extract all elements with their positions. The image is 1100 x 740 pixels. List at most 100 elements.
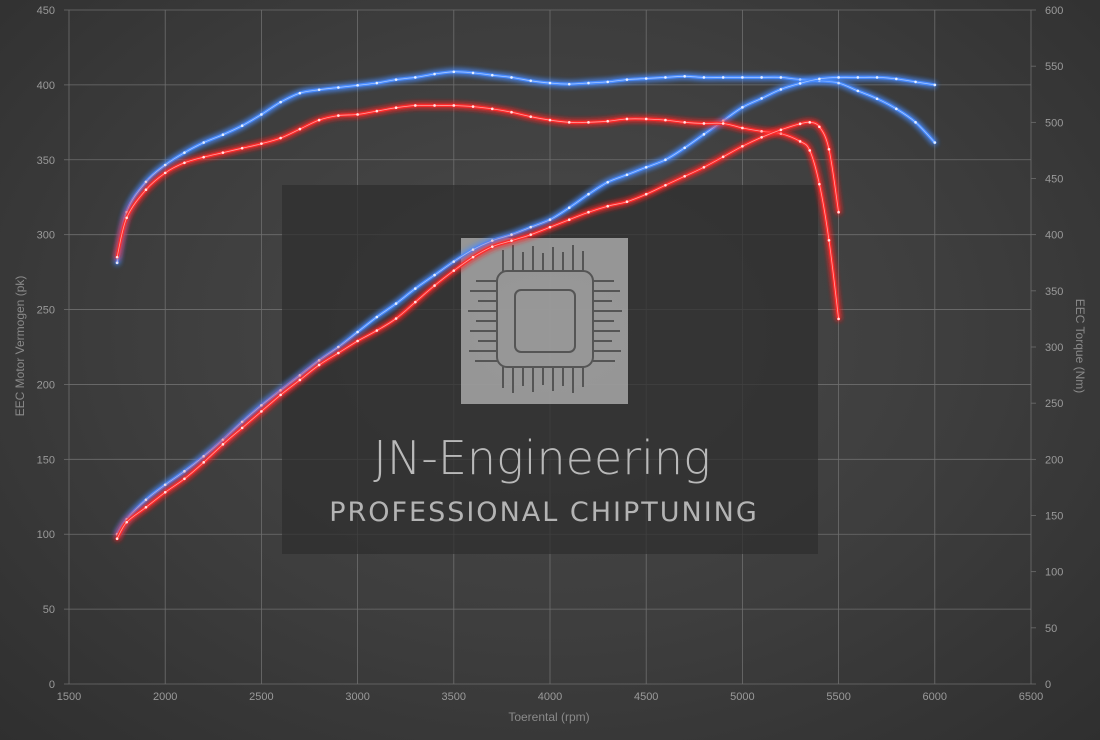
data-point — [933, 83, 937, 87]
data-point — [856, 89, 860, 93]
data-point — [202, 155, 205, 159]
y-left-tick-label: 100 — [37, 529, 55, 541]
data-point — [260, 113, 263, 116]
data-point — [317, 88, 321, 92]
y-right-tick-label: 50 — [1045, 623, 1057, 635]
data-point — [529, 115, 533, 119]
data-point — [298, 374, 302, 377]
axis-ticks: 1500 2000 2500 3000 3500 4000 4500 5000 5500 6000… — [37, 5, 1064, 703]
data-point — [337, 86, 340, 89]
y-right-tick-label: 250 — [1045, 398, 1063, 410]
y-left-tick-label: 50 — [43, 604, 55, 616]
data-point — [221, 438, 225, 442]
data-point — [875, 97, 879, 101]
data-point — [356, 113, 359, 116]
data-point — [163, 171, 167, 175]
data-point — [895, 107, 898, 111]
data-point — [510, 239, 513, 242]
data-point — [202, 455, 205, 458]
data-point — [664, 118, 667, 122]
data-point — [808, 121, 812, 124]
data-point — [471, 105, 475, 108]
data-point — [644, 192, 648, 196]
data-point — [471, 255, 475, 259]
data-point — [779, 88, 783, 91]
data-point — [818, 182, 821, 186]
data-point — [606, 80, 610, 84]
y-left-tick-label: 300 — [37, 230, 55, 242]
data-point — [895, 77, 898, 81]
y-left-tick-label: 450 — [37, 5, 55, 17]
data-point — [567, 206, 571, 210]
data-point — [317, 363, 321, 367]
data-point — [779, 132, 783, 135]
data-point — [125, 216, 129, 220]
series-core-blue-power — [116, 76, 935, 535]
data-point — [452, 104, 456, 107]
data-point — [163, 163, 167, 167]
data-point — [356, 83, 359, 87]
x-tick-label: 6500 — [1019, 691, 1043, 703]
data-point — [356, 330, 359, 334]
data-point — [115, 261, 119, 265]
data-point — [548, 225, 552, 229]
data-point — [375, 329, 379, 332]
y-left-tick-label: 350 — [37, 155, 55, 167]
series-layer — [115, 70, 937, 541]
data-point — [664, 76, 667, 79]
data-point — [798, 82, 802, 85]
data-point — [567, 82, 571, 86]
data-point — [298, 378, 302, 382]
data-point — [702, 76, 706, 79]
data-point — [741, 106, 744, 109]
data-point — [414, 287, 417, 290]
chip-icon — [461, 238, 628, 404]
data-point — [914, 80, 917, 84]
data-point — [760, 130, 763, 133]
data-point — [529, 79, 533, 83]
data-point — [827, 238, 831, 242]
data-point — [760, 136, 763, 139]
y-right-tick-label: 600 — [1045, 5, 1063, 17]
x-tick-label: 5500 — [826, 691, 850, 703]
data-point — [452, 269, 456, 272]
x-axis-title: Toerental (rpm) — [508, 710, 589, 724]
data-point — [779, 128, 783, 132]
x-tick-label: 4500 — [634, 691, 658, 703]
data-point — [664, 158, 667, 162]
data-point — [260, 404, 263, 407]
y-axis-right-title: EEC Torque (Nm) — [1073, 299, 1087, 393]
data-point — [510, 233, 513, 236]
data-point — [510, 76, 513, 79]
data-point — [471, 71, 475, 75]
data-point — [933, 141, 937, 144]
watermark-subtitle: PROFESSIONAL CHIPTUNING — [329, 497, 759, 528]
data-point — [875, 76, 879, 79]
data-point — [683, 121, 686, 124]
data-point — [567, 218, 571, 221]
y-left-tick-label: 400 — [37, 80, 55, 92]
data-point — [394, 302, 398, 305]
data-point — [798, 78, 802, 81]
y-right-tick-label: 0 — [1045, 679, 1051, 691]
data-point — [587, 121, 590, 124]
data-point — [317, 359, 321, 362]
data-point — [144, 498, 148, 502]
data-point — [741, 76, 744, 79]
data-point — [240, 426, 244, 430]
data-point — [144, 180, 148, 184]
data-point — [837, 210, 840, 214]
data-point — [414, 76, 417, 79]
data-point — [115, 537, 119, 541]
data-point — [433, 72, 436, 76]
x-tick-label: 2500 — [249, 691, 273, 703]
data-point — [433, 273, 436, 277]
data-point — [279, 389, 282, 392]
data-point — [683, 174, 686, 178]
data-point — [260, 142, 263, 145]
data-point — [144, 505, 148, 509]
y-right-tick-label: 500 — [1045, 117, 1063, 129]
data-point — [375, 315, 379, 319]
data-point — [394, 106, 398, 110]
